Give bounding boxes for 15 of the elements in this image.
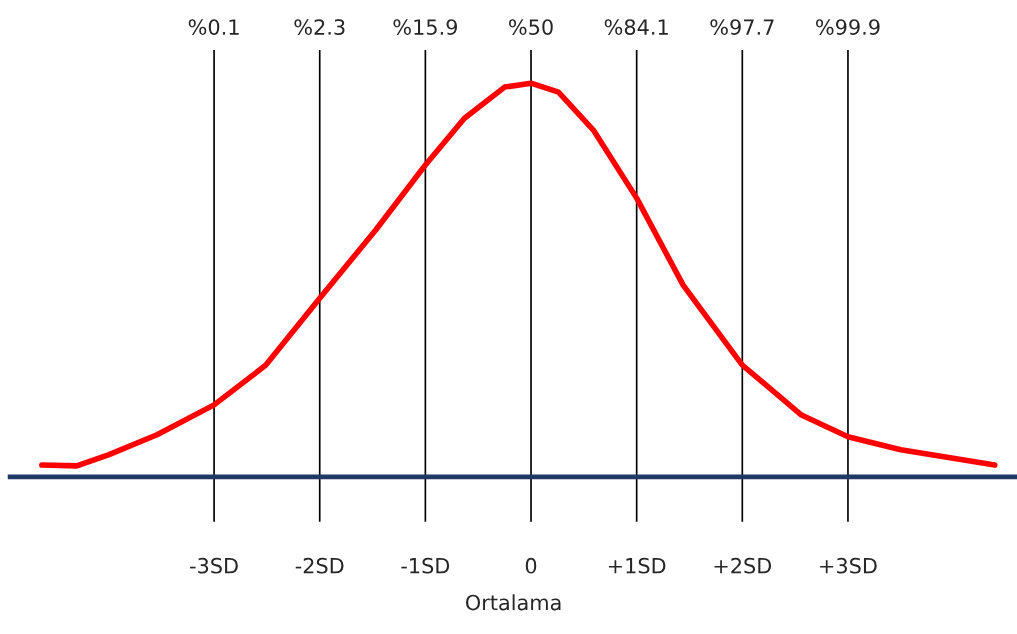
x-tick-label: 0 — [525, 557, 537, 574]
text: %84.1 — [604, 19, 668, 35]
text: %15.9 — [393, 19, 457, 35]
x-tick-label: -3SD — [190, 557, 238, 574]
text: %2.3 — [294, 19, 345, 35]
x-tick-label: +2SD — [714, 557, 772, 574]
x-axis-title: Ortalama — [466, 594, 561, 611]
x-tick-label: +1SD — [608, 557, 666, 574]
text: %50 — [509, 19, 553, 35]
x-tick-label: -2SD — [295, 557, 344, 574]
x-tick-label: -1SD — [401, 557, 450, 574]
text: %0.1 — [188, 19, 239, 35]
text: %97.7 — [710, 19, 774, 35]
text: %99.9 — [816, 19, 880, 35]
x-tick-label: +3SD — [820, 557, 877, 574]
